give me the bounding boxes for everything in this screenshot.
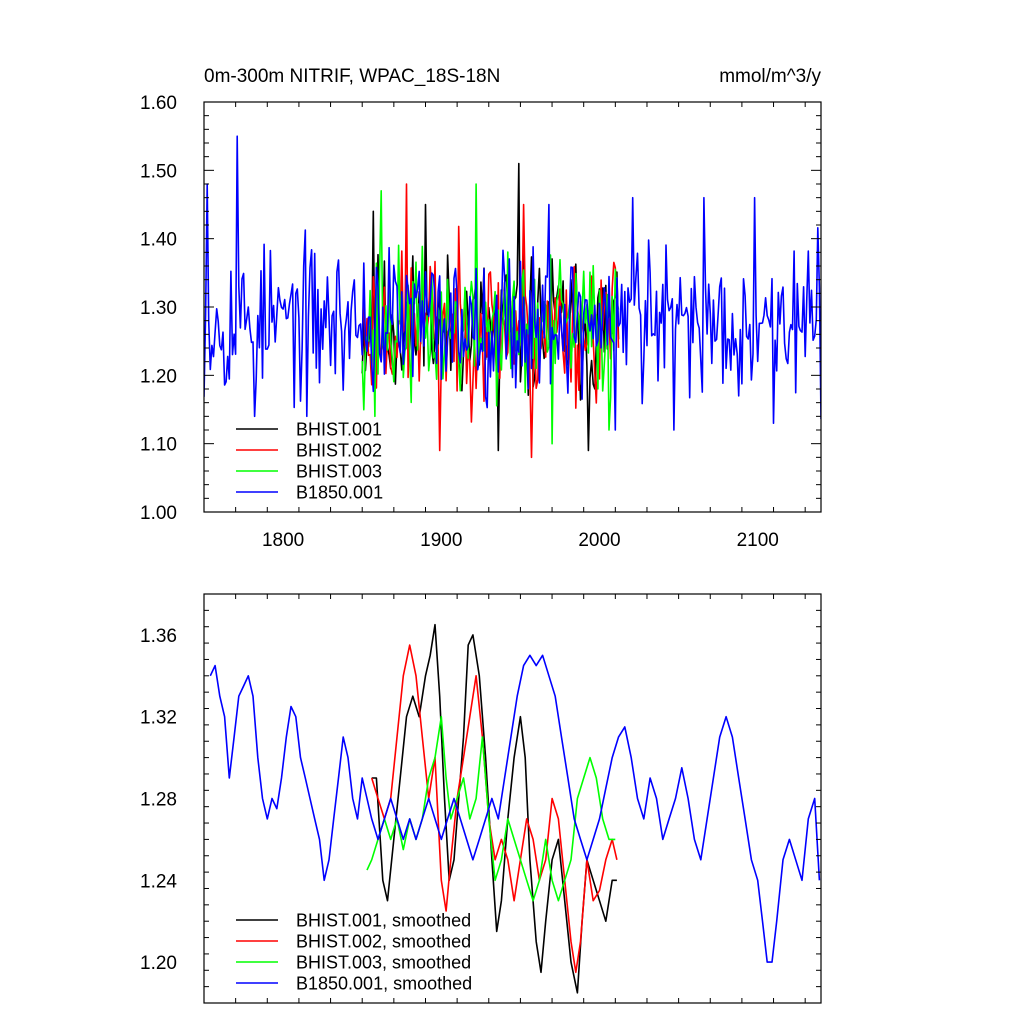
bottom-y-tick-label: 1.24 bbox=[140, 871, 177, 892]
top-x-tick-label: 2100 bbox=[737, 530, 779, 551]
top-legend-label-3: BHIST.003 bbox=[296, 462, 382, 482]
bottom-plot-frame bbox=[203, 593, 822, 1004]
bottom-legend-label-4: B1850.001, smoothed bbox=[296, 974, 472, 994]
bottom-series-line-3 bbox=[366, 715, 616, 902]
top-y-tick-label: 1.20 bbox=[140, 366, 177, 387]
top-x-tick-label: 1900 bbox=[420, 530, 462, 551]
bottom-series-line-1 bbox=[371, 623, 617, 994]
top-legend-label-4: B1850.001 bbox=[296, 483, 383, 503]
bottom-y-tick-label: 1.20 bbox=[140, 953, 177, 974]
top-legend-label-1: BHIST.001 bbox=[296, 420, 382, 440]
bottom-y-tick-label: 1.28 bbox=[140, 790, 177, 811]
top-y-tick-label: 1.50 bbox=[140, 161, 177, 182]
top-y-tick-label: 1.10 bbox=[140, 435, 177, 456]
top-series-line-4 bbox=[204, 135, 821, 431]
bottom-legend-label-2: BHIST.002, smoothed bbox=[296, 932, 471, 952]
bottom-series-line-2 bbox=[370, 644, 618, 974]
bottom-y-tick-label: 1.32 bbox=[140, 708, 177, 729]
top-chart: 1800 1900 2000 2100 1.00 1.10 1.20 1.30 1.40 1.50… bbox=[140, 93, 822, 551]
bottom-legend-label-1: BHIST.001, smoothed bbox=[296, 911, 471, 931]
top-chart-title: 0m-300m NITRIF, WPAC_18S-18N bbox=[204, 66, 500, 87]
top-x-tick-label: 2000 bbox=[578, 530, 620, 551]
top-y-tick-label: 1.60 bbox=[140, 93, 177, 114]
top-y-tick-label: 1.00 bbox=[140, 503, 177, 524]
bottom-y-tick-label: 1.36 bbox=[140, 626, 177, 647]
bottom-series-line-4 bbox=[209, 654, 821, 963]
top-chart-units: mmol/m^3/y bbox=[719, 66, 821, 87]
top-legend-label-2: BHIST.002 bbox=[296, 441, 382, 461]
bottom-legend-label-3: BHIST.003, smoothed bbox=[296, 953, 471, 973]
top-x-tick-label: 1800 bbox=[262, 530, 304, 551]
top-y-tick-label: 1.30 bbox=[140, 298, 177, 319]
top-y-tick-label: 1.40 bbox=[140, 230, 177, 251]
